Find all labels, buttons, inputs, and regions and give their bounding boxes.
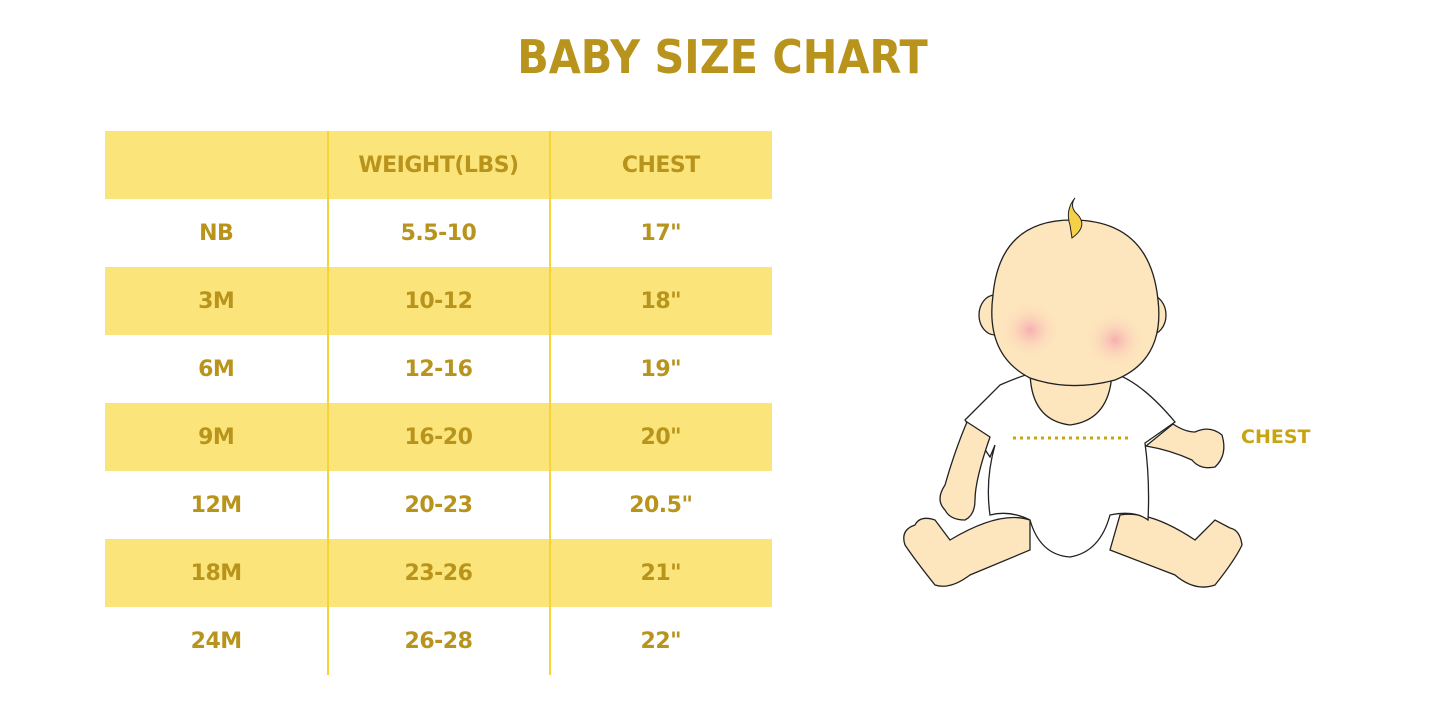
chest-cell: 19" (640, 356, 682, 382)
size-cell: NB (199, 220, 234, 246)
size-table: WEIGHT(LBS) CHEST NB 5.5-10 17" 3M 10-12 18" 6… (105, 131, 772, 675)
column-divider (549, 131, 551, 675)
size-cell: 12M (190, 492, 243, 518)
column-divider (327, 131, 329, 675)
weight-cell: 23-26 (404, 560, 473, 586)
weight-cell: 10-12 (404, 288, 473, 314)
chest-label: CHEST (1241, 426, 1311, 448)
chest-cell: 17" (640, 220, 682, 246)
table-header: WEIGHT(LBS) CHEST (105, 131, 772, 199)
size-cell: 3M (198, 288, 235, 314)
table-row: 12M 20-23 20.5" (105, 471, 772, 539)
weight-cell: 5.5-10 (400, 220, 477, 246)
table-row: 9M 16-20 20" (105, 403, 772, 471)
table-row: 3M 10-12 18" (105, 267, 772, 335)
table-row: NB 5.5-10 17" (105, 199, 772, 267)
size-cell: 6M (198, 356, 235, 382)
page-title: BABY SIZE CHART (517, 30, 928, 84)
hair-curl-icon (1067, 197, 1083, 239)
chest-cell: 20" (640, 424, 682, 450)
chest-cell: 20.5" (629, 492, 693, 518)
weight-cell: 26-28 (404, 628, 473, 654)
size-cell: 18M (190, 560, 243, 586)
header-cell: WEIGHT(LBS) (358, 152, 519, 178)
chest-cell: 21" (640, 560, 682, 586)
table-row: 24M 26-28 22" (105, 607, 772, 675)
weight-cell: 20-23 (404, 492, 473, 518)
weight-cell: 12-16 (404, 356, 473, 382)
table-row: 18M 23-26 21" (105, 539, 772, 607)
chest-cell: 22" (640, 628, 682, 654)
size-cell: 9M (198, 424, 235, 450)
chest-cell: 18" (640, 288, 682, 314)
size-cell: 24M (190, 628, 243, 654)
weight-cell: 16-20 (404, 424, 473, 450)
header-cell: CHEST (621, 152, 700, 178)
table-row: 6M 12-16 19" (105, 335, 772, 403)
